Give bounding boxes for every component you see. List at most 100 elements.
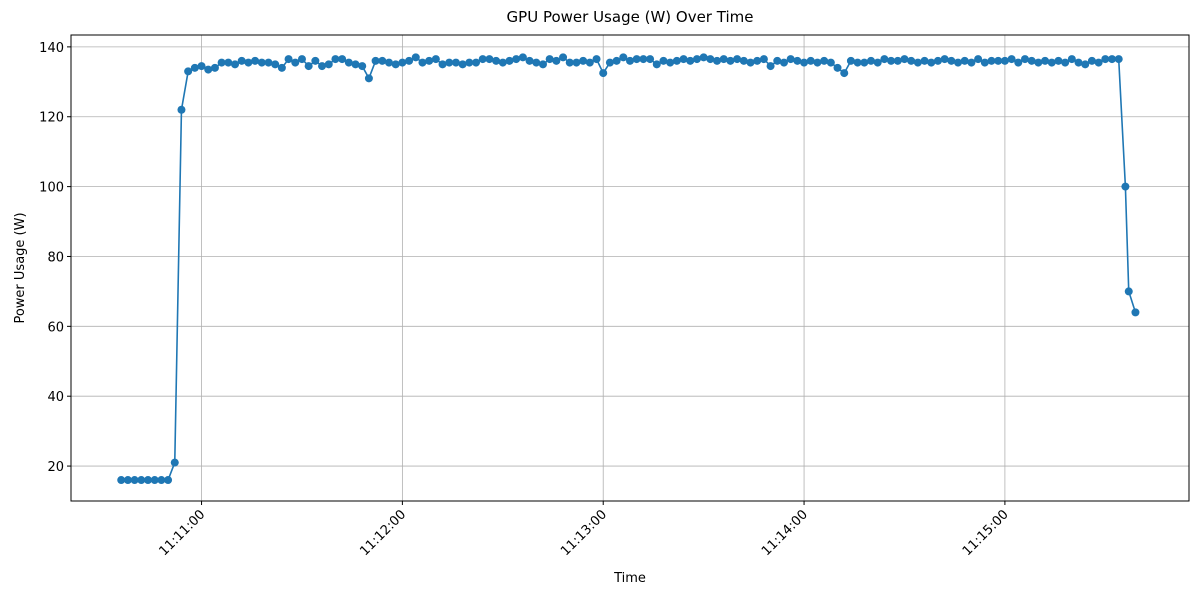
y-tick-label: 80 xyxy=(47,250,64,265)
point xyxy=(1027,56,1036,65)
point xyxy=(485,55,494,64)
point xyxy=(525,56,534,65)
point xyxy=(297,55,306,64)
point xyxy=(706,55,715,64)
x-tick-label: 11:15:00 xyxy=(960,507,1012,559)
point xyxy=(753,56,762,65)
point xyxy=(1007,55,1016,64)
point xyxy=(224,58,233,67)
point xyxy=(358,62,367,71)
point xyxy=(806,56,815,65)
point xyxy=(190,63,199,72)
point xyxy=(331,55,340,64)
point xyxy=(1014,58,1023,67)
point xyxy=(1047,58,1056,67)
point xyxy=(766,62,775,71)
point xyxy=(378,56,387,65)
point xyxy=(933,56,942,65)
point xyxy=(913,58,922,67)
point xyxy=(364,74,373,83)
point xyxy=(123,476,132,485)
point xyxy=(967,58,976,67)
point xyxy=(739,56,748,65)
point xyxy=(398,58,407,67)
point xyxy=(853,58,862,67)
point xyxy=(867,56,876,65)
point xyxy=(826,58,835,67)
point xyxy=(833,63,842,72)
point xyxy=(592,55,601,64)
point xyxy=(244,58,253,67)
y-tick-label: 20 xyxy=(47,460,64,475)
point xyxy=(987,56,996,65)
point xyxy=(1000,56,1009,65)
point xyxy=(197,62,206,71)
point xyxy=(405,56,414,65)
point xyxy=(217,58,226,67)
point xyxy=(532,58,541,67)
point xyxy=(900,55,909,64)
point xyxy=(237,56,246,65)
point xyxy=(492,56,501,65)
chart-title: GPU Power Usage (W) Over Time xyxy=(507,8,754,26)
point xyxy=(572,58,581,67)
point xyxy=(954,58,963,67)
point xyxy=(565,58,574,67)
point xyxy=(692,55,701,64)
point xyxy=(666,58,675,67)
point xyxy=(391,60,400,69)
point xyxy=(204,65,213,74)
point xyxy=(271,60,280,69)
point xyxy=(733,55,742,64)
point xyxy=(257,58,266,67)
x-tick-label: 11:13:00 xyxy=(558,507,610,559)
point xyxy=(143,476,152,485)
point xyxy=(338,55,347,64)
point xyxy=(344,58,353,67)
point xyxy=(726,56,735,65)
point xyxy=(512,55,521,64)
point xyxy=(1087,56,1096,65)
point xyxy=(137,476,146,485)
point xyxy=(552,56,561,65)
point xyxy=(672,56,681,65)
point xyxy=(445,58,454,67)
point xyxy=(994,56,1003,65)
point xyxy=(686,56,695,65)
point xyxy=(371,56,380,65)
point xyxy=(184,67,193,76)
point xyxy=(579,56,588,65)
point xyxy=(940,55,949,64)
point xyxy=(177,105,186,114)
point xyxy=(605,58,614,67)
point xyxy=(947,56,956,65)
point xyxy=(157,476,166,485)
point xyxy=(719,55,728,64)
point xyxy=(170,458,179,467)
point xyxy=(927,58,936,67)
point xyxy=(311,56,320,65)
point xyxy=(907,56,916,65)
point xyxy=(585,58,594,67)
point xyxy=(324,60,333,69)
y-axis-label: Power Usage (W) xyxy=(13,212,28,323)
plot-frame xyxy=(70,34,1190,502)
point xyxy=(1124,287,1133,296)
point xyxy=(1067,55,1076,64)
point xyxy=(974,55,983,64)
point xyxy=(545,55,554,64)
point xyxy=(164,476,173,485)
point xyxy=(559,53,568,62)
point xyxy=(632,55,641,64)
point xyxy=(451,58,460,67)
x-tick-label: 11:12:00 xyxy=(357,507,409,559)
point xyxy=(478,55,487,64)
point xyxy=(1054,56,1063,65)
y-tick-label: 120 xyxy=(39,111,64,126)
point xyxy=(746,58,755,67)
point xyxy=(639,55,648,64)
y-tick-label: 40 xyxy=(47,390,64,405)
point xyxy=(498,58,507,67)
point xyxy=(1034,58,1043,67)
